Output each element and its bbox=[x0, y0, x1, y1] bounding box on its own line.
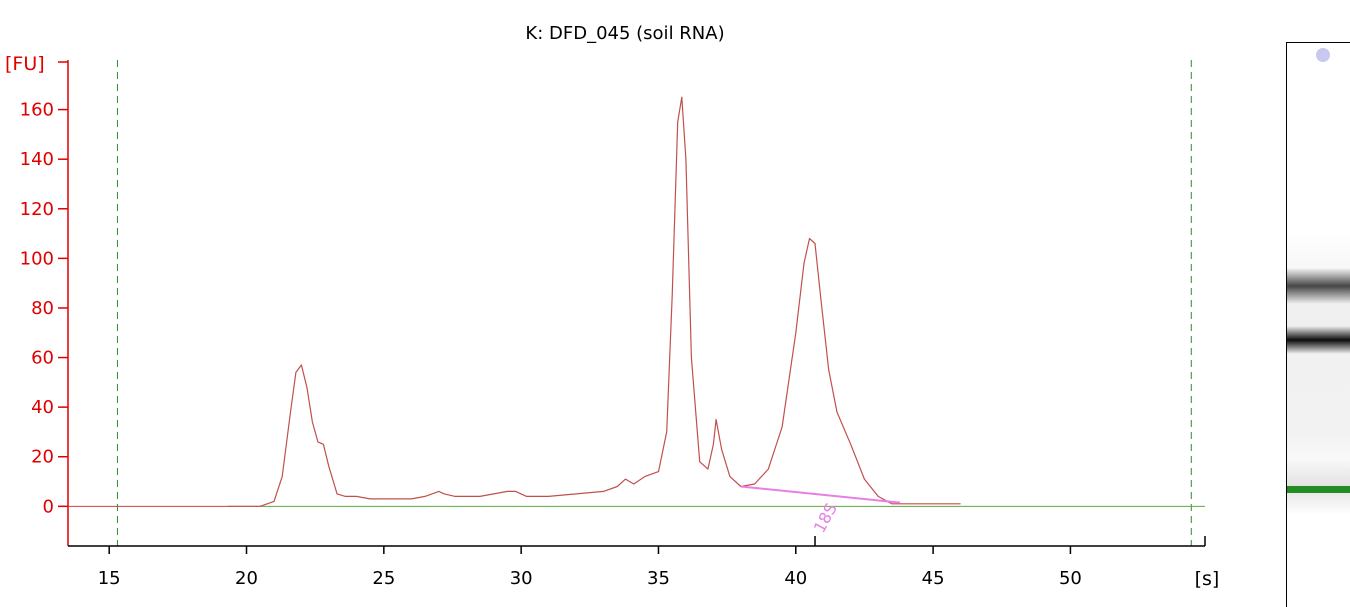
y-tick-label-60: 60 bbox=[31, 348, 54, 369]
x-tick-label-40: 40 bbox=[784, 568, 807, 589]
gel-band-3 bbox=[1287, 485, 1350, 493]
electropherogram-chart: K: DFD_045 (soil RNA) [FU] [s] 0 20 40 60 80… bbox=[5, 23, 1220, 590]
y-tick-label-40: 40 bbox=[31, 397, 54, 418]
y-tick-label-20: 20 bbox=[31, 447, 54, 468]
y-tick-label-80: 80 bbox=[31, 298, 54, 319]
y-tick-label-0: 0 bbox=[43, 496, 54, 517]
gel-band-1 bbox=[1287, 325, 1350, 354]
y-tick-label-100: 100 bbox=[20, 248, 54, 269]
x-tick-label-35: 35 bbox=[647, 568, 670, 589]
gel-marker-dot-icon bbox=[1316, 48, 1330, 62]
y-tick-label-160: 160 bbox=[20, 100, 54, 121]
x-tick-label-50: 50 bbox=[1059, 568, 1082, 589]
x-tick-label-45: 45 bbox=[922, 568, 945, 589]
x-tick-label-15: 15 bbox=[98, 568, 121, 589]
peak-label-18s: 18S bbox=[810, 500, 841, 536]
y-tick-label-140: 140 bbox=[20, 149, 54, 170]
x-tick-label-20: 20 bbox=[235, 568, 258, 589]
series-trace-0 bbox=[227, 96, 961, 507]
gel-lane-image bbox=[1286, 42, 1350, 607]
x-tick-label-25: 25 bbox=[372, 568, 395, 589]
peak-baseline-18s bbox=[740, 485, 901, 504]
gel-band-0 bbox=[1287, 267, 1350, 305]
y-tick-label-120: 120 bbox=[20, 199, 54, 220]
x-tick-label-30: 30 bbox=[510, 568, 533, 589]
x-axis-label: [s] bbox=[1195, 568, 1220, 590]
y-axis-label: [FU] bbox=[5, 53, 45, 75]
chart-title: K: DFD_045 (soil RNA) bbox=[525, 23, 724, 44]
